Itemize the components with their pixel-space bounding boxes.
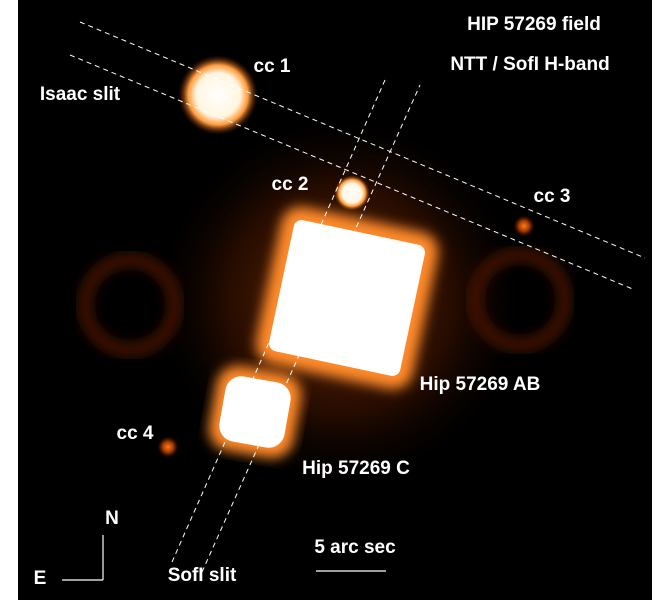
annotation-label: cc 3 xyxy=(534,186,571,207)
annotation-label: N xyxy=(105,508,119,529)
annotation-label: Isaac slit xyxy=(40,84,121,105)
isaac-slit-edge xyxy=(69,54,636,291)
star-c xyxy=(208,365,302,459)
star-cc1 xyxy=(178,55,258,135)
star-cc2 xyxy=(334,175,370,211)
subtitle: NTT / SofI H-band xyxy=(450,54,609,75)
sofi-slit-edge xyxy=(171,79,386,563)
ghost-ring xyxy=(469,249,571,351)
annotation-label: 5 arc sec xyxy=(314,537,396,558)
sofi-slit-edge xyxy=(201,84,421,573)
annotation-label: cc 4 xyxy=(117,423,154,444)
isaac-slit-edge xyxy=(79,21,646,259)
star-ab xyxy=(255,206,439,390)
annotation-label: Hip 57269 AB xyxy=(420,374,541,395)
annotation-label: SofI slit xyxy=(168,565,237,586)
title: HIP 57269 field xyxy=(467,14,601,35)
ghost-ring xyxy=(79,254,181,356)
star-cc3 xyxy=(513,215,535,237)
annotation-label: E xyxy=(34,568,47,589)
annotation-label: Hip 57269 C xyxy=(302,458,410,479)
star-cc4 xyxy=(157,436,179,458)
annotation-label: cc 2 xyxy=(272,174,309,195)
annotation-label: cc 1 xyxy=(254,56,291,77)
